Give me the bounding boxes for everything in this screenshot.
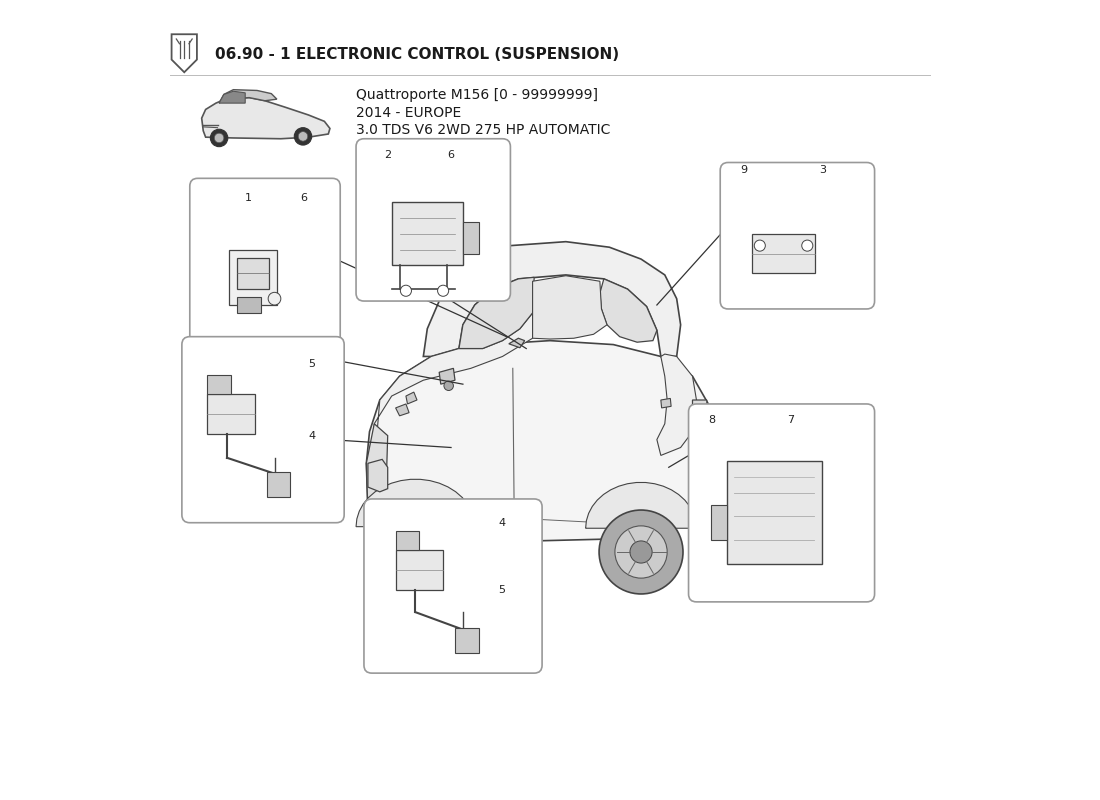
Polygon shape [366,341,713,542]
Circle shape [404,538,427,562]
Text: 4: 4 [308,430,316,441]
Circle shape [298,132,308,141]
Polygon shape [459,278,535,349]
Text: 8: 8 [708,414,715,425]
Polygon shape [455,628,478,654]
Text: 6: 6 [447,150,454,159]
Polygon shape [367,459,387,492]
Polygon shape [657,354,696,455]
Polygon shape [726,461,822,564]
Text: 1: 1 [245,193,252,203]
FancyBboxPatch shape [190,178,340,345]
Text: 2014 - EUROPE: 2014 - EUROPE [356,106,461,120]
Polygon shape [509,338,525,348]
Polygon shape [230,250,277,305]
Polygon shape [207,374,231,394]
Circle shape [802,240,813,251]
Text: 5: 5 [498,585,506,595]
Polygon shape [396,530,419,550]
Polygon shape [463,222,478,254]
Polygon shape [661,398,671,408]
Circle shape [615,526,668,578]
Text: 2: 2 [384,150,390,159]
Polygon shape [207,394,255,434]
Circle shape [438,286,449,296]
Circle shape [600,510,683,594]
Polygon shape [356,479,475,526]
Polygon shape [219,90,277,103]
Polygon shape [392,202,463,266]
Text: 3: 3 [820,166,826,175]
Circle shape [214,134,223,142]
Polygon shape [366,424,387,513]
Circle shape [268,292,280,305]
Text: Quattroporte M156 [0 - 99999999]: Quattroporte M156 [0 - 99999999] [356,88,598,102]
FancyBboxPatch shape [182,337,344,522]
Polygon shape [396,404,409,416]
Polygon shape [711,505,726,540]
Polygon shape [439,368,455,384]
FancyBboxPatch shape [720,162,874,309]
Circle shape [387,522,443,578]
Polygon shape [532,276,607,339]
Polygon shape [585,482,696,528]
Text: 4: 4 [498,518,506,528]
Text: 3.0 TDS V6 2WD 275 HP AUTOMATIC: 3.0 TDS V6 2WD 275 HP AUTOMATIC [356,123,611,137]
Polygon shape [266,472,290,498]
FancyBboxPatch shape [689,404,874,602]
Circle shape [210,130,228,146]
Polygon shape [424,242,681,357]
Polygon shape [238,258,270,289]
Polygon shape [752,234,815,274]
Circle shape [755,240,766,251]
Text: 06.90 - 1 ELECTRONIC CONTROL (SUSPENSION): 06.90 - 1 ELECTRONIC CONTROL (SUSPENSION… [216,47,619,62]
Polygon shape [219,91,245,103]
Circle shape [444,381,453,390]
FancyBboxPatch shape [364,499,542,673]
Circle shape [372,507,459,594]
Circle shape [400,286,411,296]
Polygon shape [201,98,330,138]
Polygon shape [374,313,532,447]
Polygon shape [406,392,417,404]
Polygon shape [693,400,708,455]
Circle shape [630,541,652,563]
Polygon shape [396,550,443,590]
Polygon shape [600,279,657,342]
FancyBboxPatch shape [356,138,510,301]
Text: 7: 7 [788,414,794,425]
Text: 5: 5 [308,359,316,370]
Circle shape [295,128,311,145]
Text: 9: 9 [740,166,747,175]
Polygon shape [238,297,261,313]
Text: 6: 6 [300,193,308,203]
